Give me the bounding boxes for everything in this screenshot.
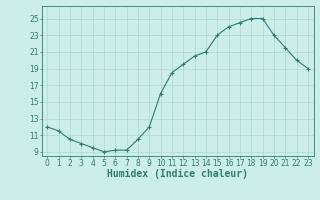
X-axis label: Humidex (Indice chaleur): Humidex (Indice chaleur) [107,169,248,179]
